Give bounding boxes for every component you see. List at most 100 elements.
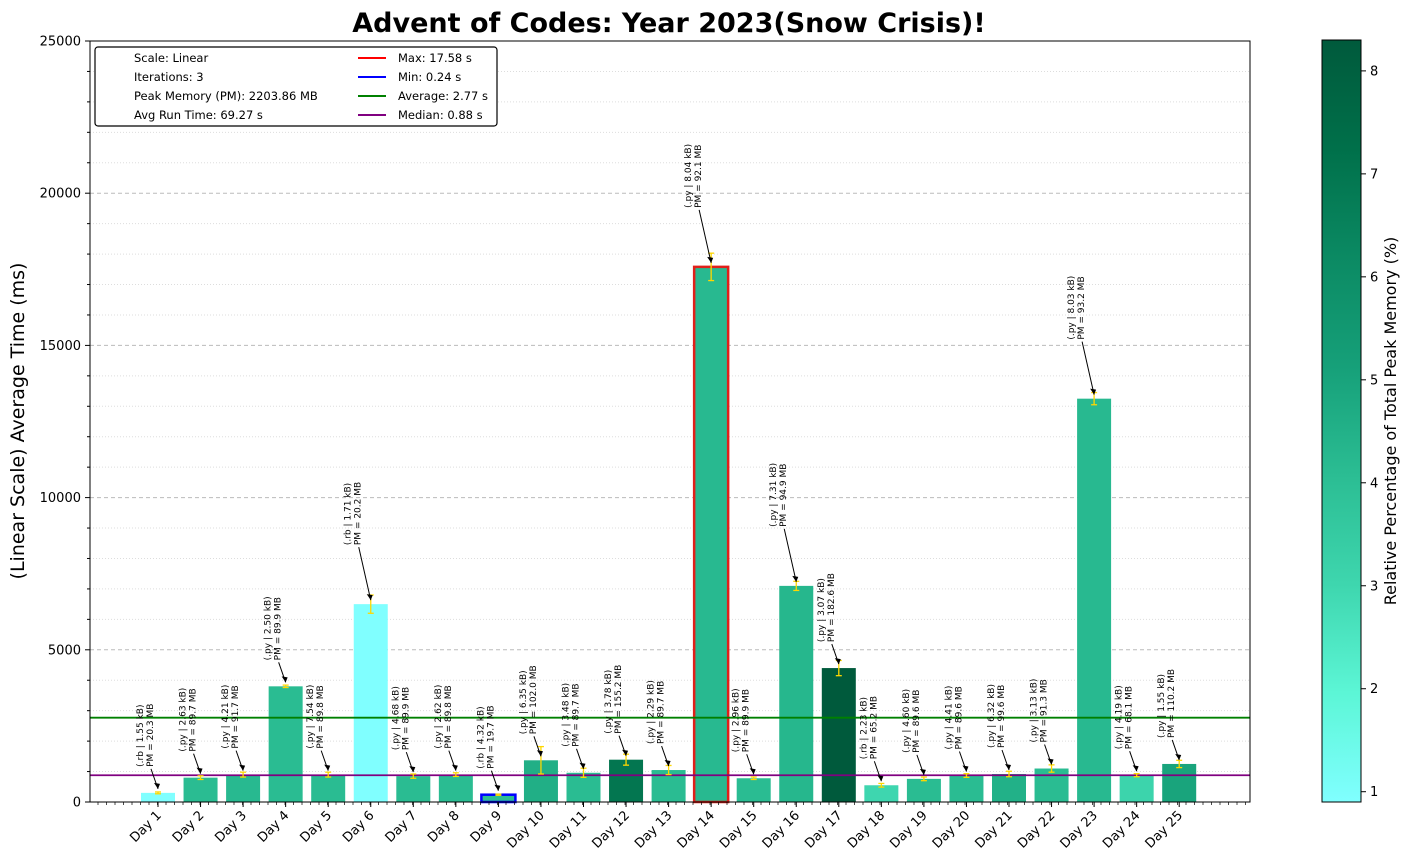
bar	[821, 668, 856, 802]
annotation-label: (.py | 2.50 kB)	[264, 596, 274, 660]
annotation-label: (.rb | 4.32 kB)	[476, 706, 486, 768]
x-tick-label: Day 20	[930, 808, 973, 851]
x-tick-label: Day 22	[1015, 808, 1058, 851]
x-tick-label: Day 3	[212, 808, 250, 846]
x-tick-label: Day 15	[717, 808, 760, 851]
y-tick-label: 15000	[40, 339, 81, 354]
x-tick-label: Day 11	[547, 808, 590, 851]
annotation-label: PM = 155.2 MB	[614, 665, 624, 734]
annotation-arrowhead	[196, 767, 203, 774]
annotation-label: PM = 19.7 MB	[486, 705, 496, 768]
annotation-label: (.py | 6.32 kB)	[987, 684, 997, 748]
annotation-label: (.rb | 1.55 kB)	[136, 705, 146, 767]
colorbar-tick-label: 5	[1370, 373, 1378, 388]
x-tick-label: Day 8	[425, 808, 463, 846]
y-tick-label: 25000	[40, 35, 81, 50]
annotation-arrowhead	[962, 765, 969, 772]
colorbar-tick-label: 7	[1370, 167, 1378, 182]
annotation-label: (.py | 3.48 kB)	[562, 683, 572, 747]
annotation-label: (.py | 3.78 kB)	[604, 670, 614, 734]
annotation-label: (.py | 4.68 kB)	[391, 686, 401, 750]
bar	[609, 759, 644, 802]
legend-entry: Iterations: 3	[134, 70, 204, 84]
annotation-label: (.rb | 2.23 kB)	[859, 697, 869, 759]
annotation-arrowhead	[494, 784, 501, 791]
bar	[906, 778, 941, 802]
annotation-label: PM = 20.3 MB	[146, 704, 156, 767]
x-tick-label: Day 16	[760, 808, 803, 851]
colorbar	[1321, 39, 1362, 803]
x-tick-label: Day 23	[1058, 808, 1101, 851]
bar	[438, 774, 473, 802]
annotation-label: (.py | 7.31 kB)	[769, 463, 779, 527]
x-tick-label: Day 1	[127, 808, 165, 846]
annotation-arrowhead	[409, 766, 416, 773]
annotation-label: PM = 92.1 MB	[694, 145, 704, 208]
annotation-label: PM = 93.2 MB	[1077, 276, 1087, 339]
annotation-arrowhead	[792, 575, 799, 582]
annotation-label: (.py | 4.21 kB)	[221, 685, 231, 749]
x-tick-label: Day 24	[1100, 808, 1143, 851]
legend-entry: Max: 17.58 s	[398, 51, 472, 65]
annotation-label: (.py | 3.13 kB)	[1030, 679, 1040, 743]
annotation-label: (.py | 2.63 kB)	[179, 688, 189, 752]
annotation-arrow	[1081, 341, 1095, 395]
annotation-label: (.py | 2.96 kB)	[732, 688, 742, 752]
bar	[1034, 768, 1069, 802]
annotation-arrow	[783, 528, 797, 582]
annotation-label: PM = 68.1 MB	[1125, 686, 1135, 749]
annotation-label: PM = 110.2 MB	[1167, 669, 1177, 738]
annotation-label: PM = 94.9 MB	[779, 464, 789, 527]
annotation-arrowhead	[579, 762, 586, 769]
x-tick-label: Day 25	[1143, 808, 1186, 851]
legend-entry: Scale: Linear	[134, 51, 208, 65]
plot-frame	[89, 40, 1251, 803]
annotation-label: (.py | 8.03 kB)	[1067, 276, 1077, 340]
annotation-arrowhead	[281, 676, 288, 683]
annotation-label: PM = 89.9 MB	[274, 597, 284, 660]
annotation-label: PM = 99.6 MB	[997, 685, 1007, 748]
x-tick-label: Day 21	[972, 808, 1015, 851]
colorbar-tick-label: 6	[1370, 270, 1378, 285]
x-tick-label: Day 12	[589, 808, 632, 851]
annotation-label: PM = 89.7 MB	[657, 681, 667, 744]
colorbar-tick-label: 2	[1370, 682, 1378, 697]
annotation-label: PM = 20.2 MB	[354, 482, 364, 545]
y-tick-label: 0	[73, 796, 81, 811]
bar	[692, 265, 730, 804]
annotation-arrowhead	[1132, 765, 1139, 772]
bar	[226, 774, 261, 802]
y-tick-label: 10000	[40, 491, 81, 506]
annotation-arrowhead	[154, 782, 160, 789]
annotation-arrow	[358, 547, 372, 601]
annotation-arrowhead	[239, 764, 246, 771]
annotation-label: PM = 89.6 MB	[912, 690, 922, 753]
annotation-arrowhead	[664, 760, 671, 767]
legend-entry: Average: 2.77 s	[398, 89, 488, 103]
bar	[183, 777, 218, 802]
bar	[949, 775, 984, 802]
annotation-label: PM = 65.2 MB	[869, 696, 879, 759]
annotation-label: (.py | 6.35 kB)	[519, 670, 529, 734]
x-tick-label: Day 7	[383, 808, 421, 846]
annotation-label: (.py | 2.62 kB)	[434, 685, 444, 749]
annotation-label: PM = 91.7 MB	[231, 685, 241, 748]
legend-entry: Peak Memory (PM): 2203.86 MB	[134, 89, 318, 103]
bar	[353, 604, 388, 802]
annotation-arrowhead	[834, 658, 841, 665]
annotation-arrowhead	[1005, 763, 1011, 770]
colorbar-tick-label: 1	[1370, 785, 1378, 800]
annotation-label: (.py | 4.19 kB)	[1115, 685, 1125, 749]
x-tick-label: Day 5	[297, 808, 335, 846]
annotation-label: (.py | 4.60 kB)	[902, 689, 912, 753]
annotation-arrowhead	[622, 749, 629, 756]
annotation-label: (.rb | 1.71 kB)	[344, 483, 354, 545]
x-tick-label: Day 13	[632, 808, 675, 851]
annotation-arrowhead	[1090, 388, 1097, 395]
x-tick-label: Day 17	[802, 808, 845, 851]
x-tick-label: Day 10	[504, 808, 547, 851]
bar	[268, 686, 303, 802]
bar	[141, 792, 175, 802]
colorbar-tick-label: 3	[1370, 579, 1378, 594]
